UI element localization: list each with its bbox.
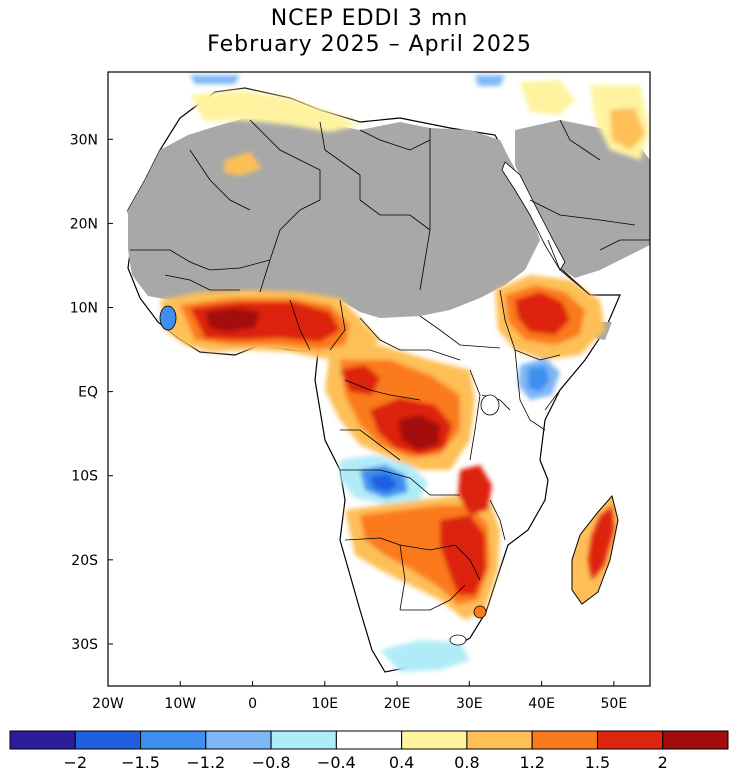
colorbar-label: 0.8 [454, 753, 479, 772]
lake-volta [159, 305, 177, 331]
lon-tick-label: 30E [456, 696, 483, 712]
colorbar-swatch [270, 730, 337, 750]
colorbar-swatch [140, 730, 207, 750]
longitude-axis: 20W 10W 0 10E 20E 30E 40E 50E [92, 681, 627, 712]
colorbar-swatch [596, 730, 664, 750]
lat-tick-label: 10S [71, 469, 98, 485]
colorbar-label: 1.2 [519, 753, 544, 772]
lat-tick-label: 30N [70, 132, 98, 148]
lat-tick-label: 30S [71, 637, 98, 653]
no-data-north-africa [128, 118, 540, 318]
colorbar-swatch [74, 730, 142, 750]
lon-tick-label: 50E [601, 696, 628, 712]
country-borders [130, 119, 650, 611]
colorbar-label: −0.8 [252, 753, 291, 772]
lat-tick-label: EQ [78, 385, 98, 401]
colorbar-swatch [531, 730, 598, 750]
colorbar-label: 2 [658, 753, 668, 772]
colorbar-swatch [662, 730, 729, 750]
lat-tick-label: 20S [71, 553, 98, 569]
lon-tick-label: 20E [384, 696, 411, 712]
colorbar-swatch [9, 730, 76, 750]
lesotho [449, 634, 467, 646]
colorbar-swatch [401, 730, 468, 750]
colorbar-label: −2 [63, 753, 87, 772]
colorbar-swatch [335, 730, 403, 750]
colorbar-label: −1.2 [186, 753, 225, 772]
map-subtitle: February 2025 – April 2025 [207, 32, 532, 57]
colorbar-swatch [466, 730, 533, 750]
map-layers [127, 75, 650, 673]
map-title: NCEP EDDI 3 mn [270, 6, 469, 31]
lon-tick-label: 10E [311, 696, 338, 712]
latitude-axis: 30N 20N 10N EQ 10S 20S 30S [70, 132, 113, 653]
eswatini [473, 605, 487, 619]
lon-tick-label: 40E [528, 696, 555, 712]
lon-tick-label: 0 [248, 696, 257, 712]
lat-tick-label: 10N [70, 301, 98, 317]
colorbar-label: 0.4 [389, 753, 414, 772]
lon-tick-label: 10W [164, 696, 196, 712]
colorbar: −2 −1.5 −1.2 −0.8 −0.4 0.4 0.8 1.2 1.5 2 [9, 730, 729, 772]
colorbar-label: −1.5 [121, 753, 160, 772]
colorbar-label: 1.5 [585, 753, 610, 772]
lon-tick-label: 20W [92, 696, 124, 712]
colorbar-label: −0.4 [317, 753, 356, 772]
madagascar-hot [588, 506, 614, 580]
colorbar-swatch [205, 730, 272, 750]
lat-tick-label: 20N [70, 216, 98, 232]
plot-frame [107, 71, 651, 687]
lake-victoria [480, 394, 500, 416]
